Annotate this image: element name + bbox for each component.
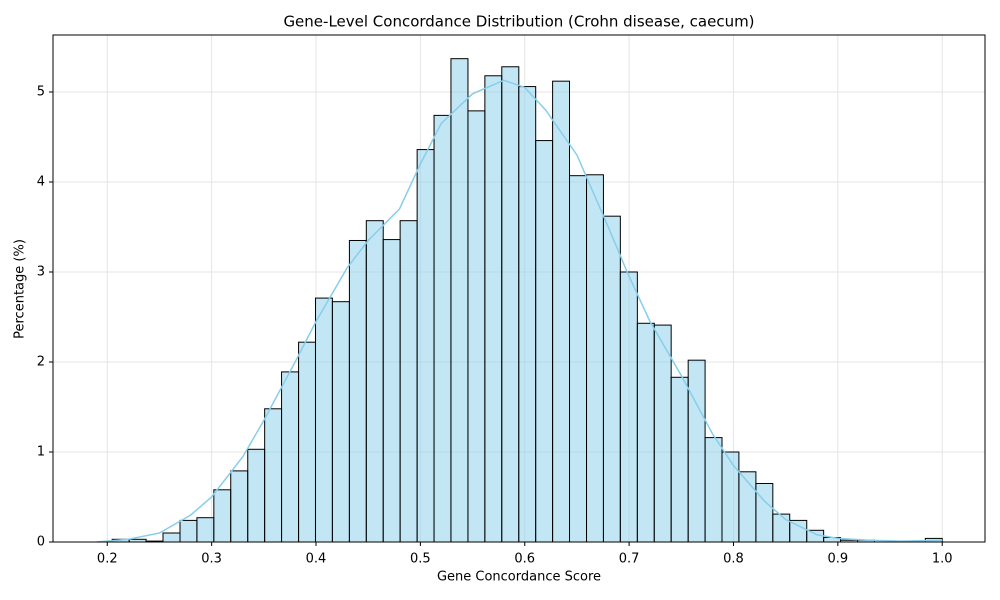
bar [179, 519, 198, 543]
y-tick-label: 5 [37, 84, 45, 99]
x-axis-label: Gene Concordance Score [437, 570, 601, 585]
x-tick-label: 0.6 [514, 552, 535, 567]
x-tick-label: 0.8 [723, 552, 744, 567]
bar [721, 451, 740, 543]
bar [772, 513, 791, 543]
bar [755, 482, 774, 543]
bar [348, 239, 367, 543]
kde-line [96, 79, 943, 543]
y-tick-label: 3 [37, 264, 45, 279]
bar [213, 489, 232, 543]
bar [230, 470, 249, 543]
bar [247, 448, 266, 543]
bar [298, 341, 316, 543]
bar [484, 75, 503, 543]
x-tick-label: 0.5 [410, 552, 431, 567]
bar [314, 297, 333, 543]
bar [636, 322, 655, 543]
bar [704, 437, 723, 543]
plot-frame [52, 34, 986, 543]
bar [653, 324, 672, 543]
bar [450, 58, 469, 543]
bar [399, 220, 418, 543]
bar [670, 376, 689, 543]
bar [687, 359, 706, 543]
bar [365, 220, 384, 543]
bar [281, 371, 300, 543]
y-axis-label: Percentage (%) [13, 239, 28, 339]
bar [569, 175, 588, 543]
y-tick-label: 4 [37, 174, 45, 189]
bar [196, 517, 215, 543]
bar [619, 271, 638, 543]
y-tick-label: 1 [37, 444, 45, 459]
x-tick-label: 0.3 [201, 552, 222, 567]
bar [535, 140, 554, 543]
bar [518, 86, 537, 543]
bar [433, 114, 452, 543]
bar [501, 66, 520, 543]
bar [602, 215, 621, 543]
bar [162, 532, 181, 543]
x-tick-label: 1.0 [932, 552, 953, 567]
y-tick-label: 2 [37, 354, 45, 369]
bar [382, 239, 401, 543]
bar [264, 408, 283, 543]
chart-title: Gene-Level Concordance Distribution (Cro… [283, 13, 754, 31]
bar [552, 80, 571, 543]
bar [586, 174, 604, 543]
y-tick-label: 0 [37, 535, 45, 550]
bar [416, 149, 435, 543]
x-tick-label: 0.2 [97, 552, 118, 567]
bar [331, 301, 350, 543]
x-tick-label: 0.9 [827, 552, 848, 567]
bar [467, 110, 486, 543]
bar [789, 519, 808, 543]
x-tick-label: 0.4 [306, 552, 327, 567]
x-tick-label: 0.7 [619, 552, 640, 567]
